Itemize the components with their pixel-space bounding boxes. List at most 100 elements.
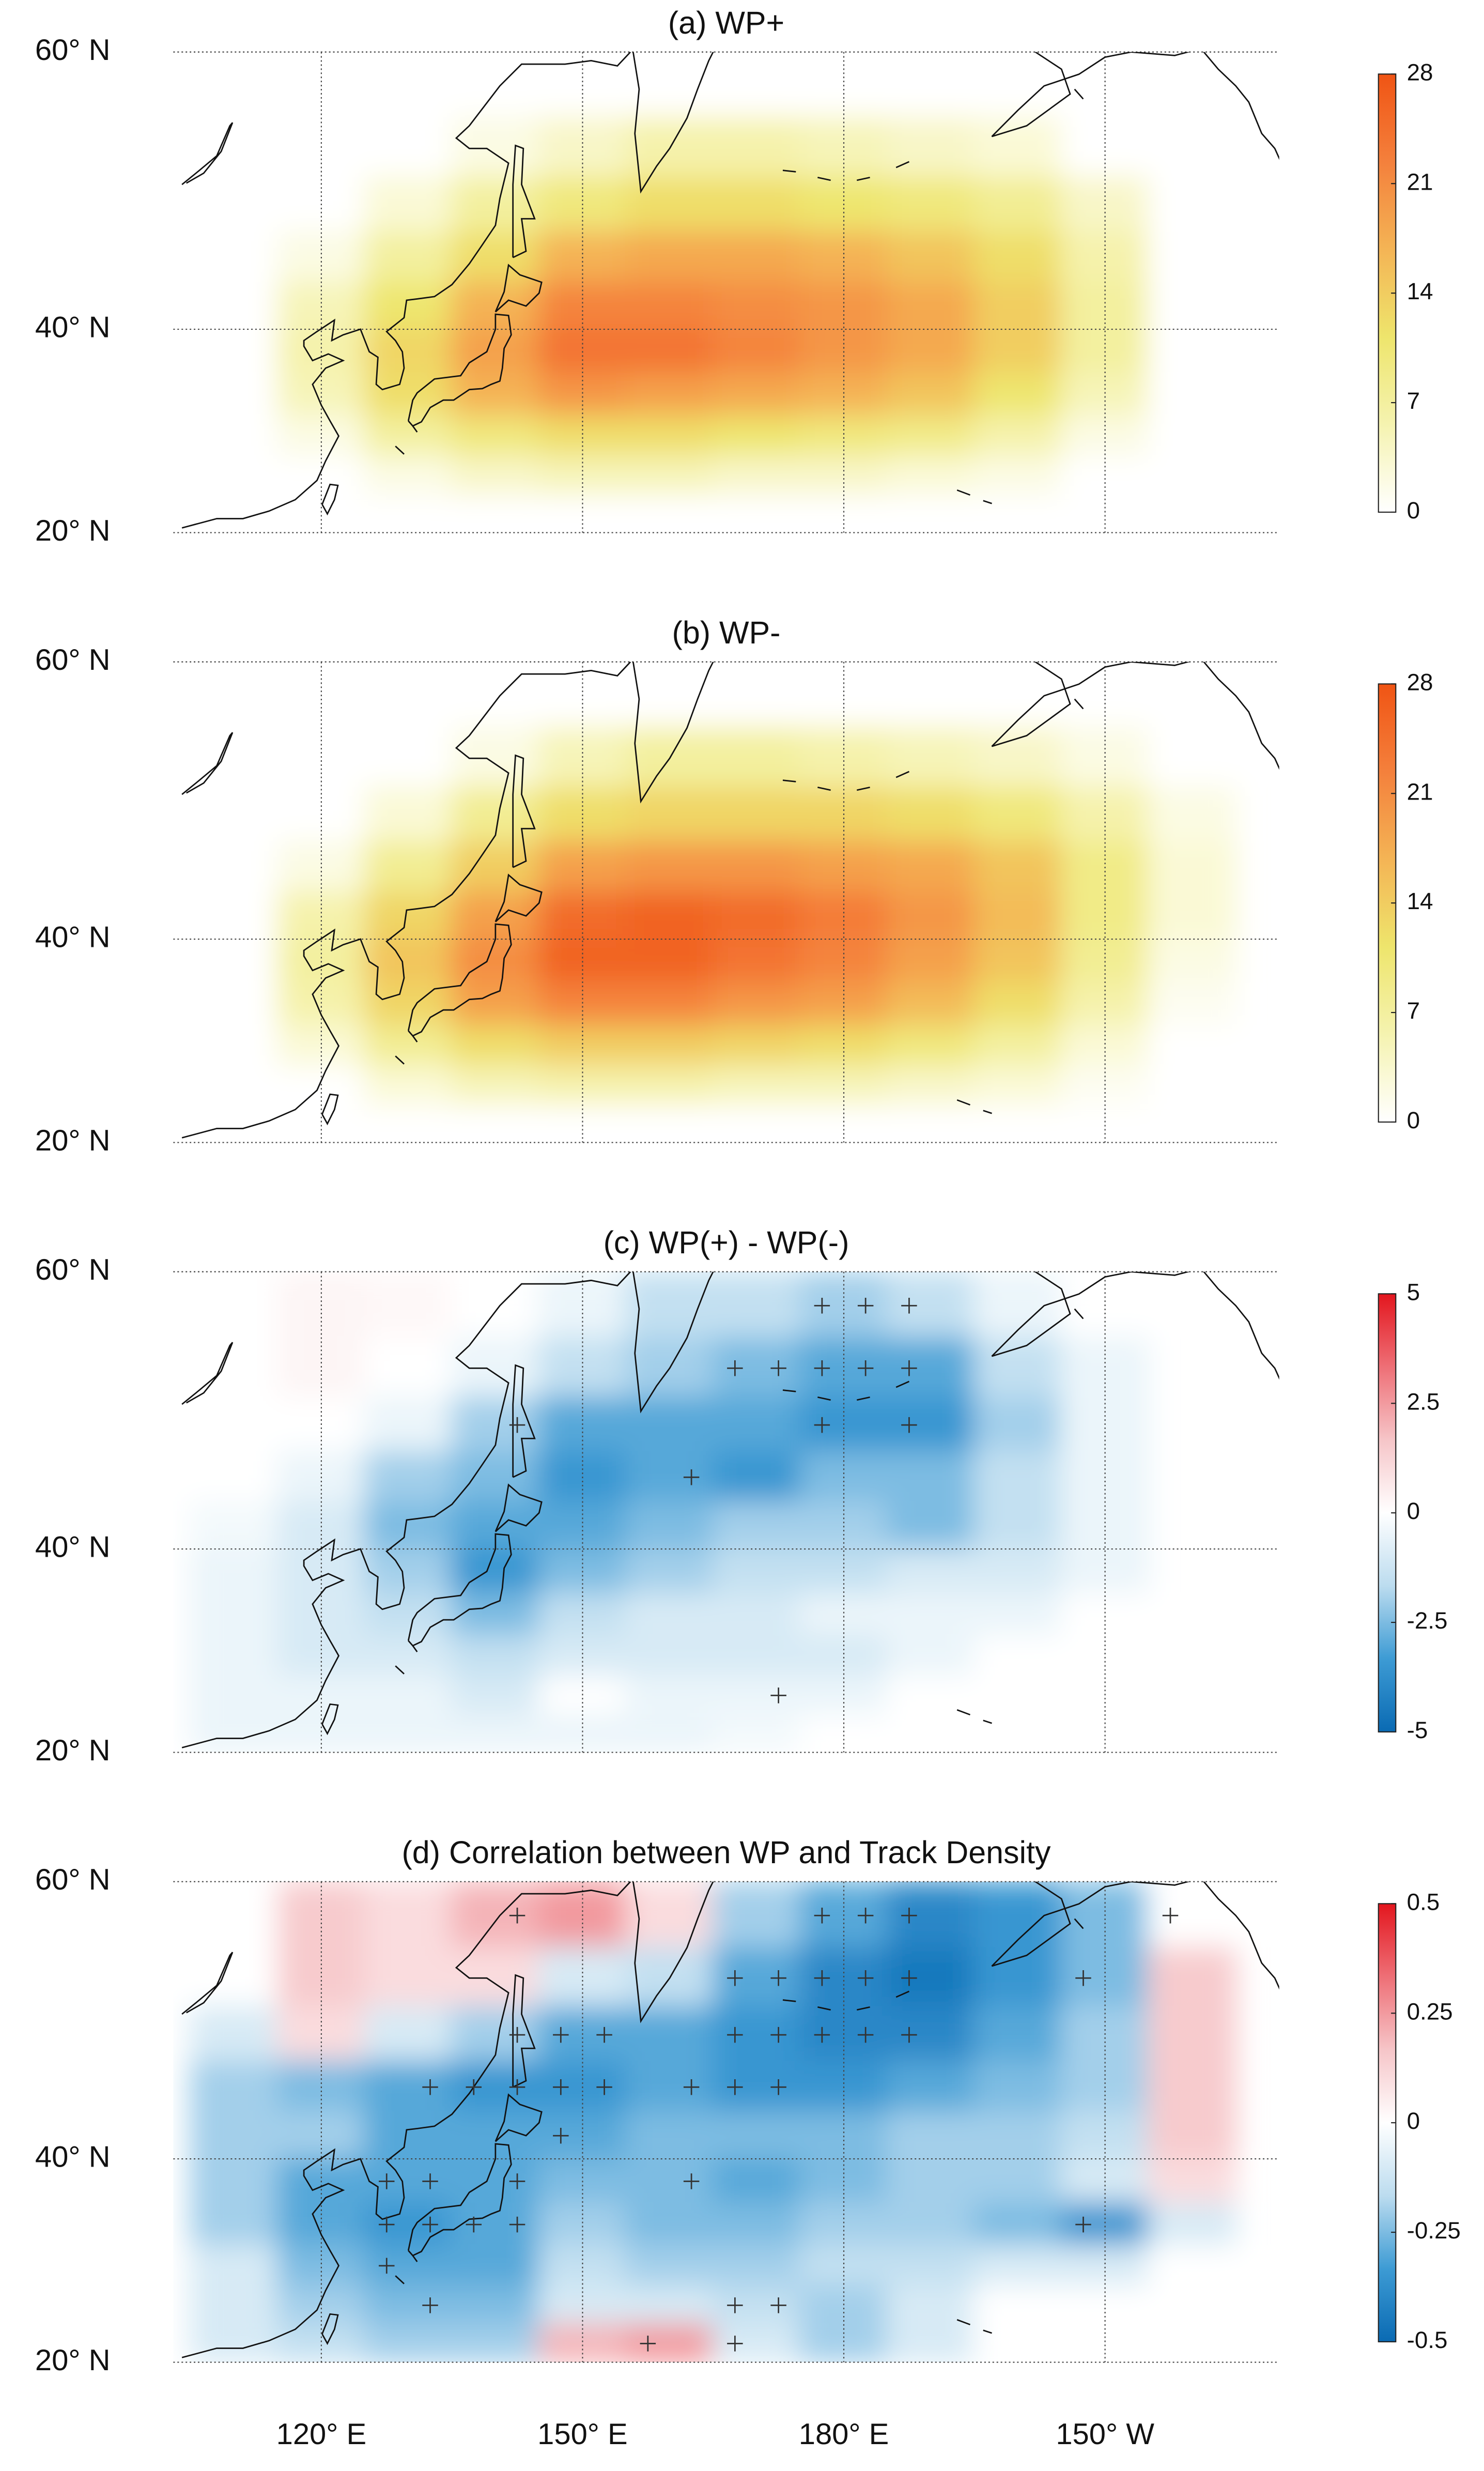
field-cell xyxy=(712,1337,801,1398)
field-cell xyxy=(886,1065,976,1106)
field-cell xyxy=(451,2061,540,2113)
field-cell xyxy=(886,1714,976,1753)
significance-marker xyxy=(509,2173,525,2189)
coastline xyxy=(983,1110,992,1114)
significance-marker xyxy=(379,2216,395,2233)
significance-marker xyxy=(770,1687,786,1703)
field-cell xyxy=(190,415,279,457)
colorbar-tick-label: 21 xyxy=(1407,168,1433,195)
coastline xyxy=(321,2313,339,2345)
field-cell xyxy=(538,281,627,330)
field-cell xyxy=(190,1634,279,1677)
field-cell xyxy=(451,1675,540,1716)
field-cell xyxy=(451,727,540,788)
field-cell xyxy=(973,1634,1062,1677)
significance-marker xyxy=(553,2079,569,2095)
colorbar-tick-label: 2.5 xyxy=(1407,1388,1440,1415)
field-cell xyxy=(1148,2324,1236,2362)
field-cell xyxy=(886,1271,976,1339)
field-cell xyxy=(973,373,1062,417)
field-cell xyxy=(625,891,714,940)
field-cell xyxy=(625,455,714,496)
field-cell xyxy=(451,494,540,533)
field-cell xyxy=(625,1065,714,1106)
field-cell xyxy=(364,1548,453,1594)
field-cell xyxy=(1148,983,1236,1026)
field-cell xyxy=(1148,662,1236,729)
field-cell xyxy=(190,2061,279,2113)
field-cell xyxy=(799,891,888,940)
significance-marker xyxy=(1075,2216,1091,2233)
field-cell xyxy=(625,1451,714,1503)
significance-marker xyxy=(857,1360,874,1376)
coastline xyxy=(956,1709,970,1716)
coastline xyxy=(412,1035,418,1042)
lat-tick-label: 20° N xyxy=(35,1124,111,1157)
field-cell xyxy=(1148,2061,1236,2113)
field-cell xyxy=(364,1881,453,1948)
field-cell xyxy=(712,1675,801,1716)
coastline xyxy=(991,52,1279,160)
field-cell xyxy=(1148,2244,1236,2286)
field-cell xyxy=(1148,1065,1236,1106)
field-cell xyxy=(712,2158,801,2204)
field-cell xyxy=(712,494,801,533)
field-cell xyxy=(364,1946,453,2008)
coastline xyxy=(494,873,543,923)
field-cell xyxy=(886,455,976,496)
field-cell xyxy=(538,1501,627,1550)
significance-marker xyxy=(727,2079,743,2095)
field-cell xyxy=(1148,176,1236,233)
field-cell xyxy=(364,662,453,729)
field-cell xyxy=(799,2111,888,2160)
significance-marker xyxy=(901,1970,917,1986)
coastline xyxy=(181,1342,234,1405)
coastline xyxy=(956,2319,970,2326)
field-cell xyxy=(190,1501,279,1550)
significance-marker xyxy=(466,2216,482,2233)
field-cell xyxy=(973,281,1062,330)
field-cell xyxy=(712,2202,801,2246)
field-cell xyxy=(973,786,1062,843)
significance-marker xyxy=(901,1908,917,1924)
field-cell xyxy=(190,2244,279,2286)
lat-tick-label: 60° N xyxy=(35,1253,111,1286)
field-cell xyxy=(625,1104,714,1143)
field-cell xyxy=(886,1634,976,1677)
field-cell xyxy=(886,1592,976,1636)
field-cell xyxy=(451,415,540,457)
field-cell xyxy=(712,2061,801,2113)
significance-marker xyxy=(1075,1970,1091,1986)
field-cell xyxy=(886,2061,976,2113)
panel-title: (c) WP(+) - WP(-) xyxy=(604,1225,849,1260)
field-cell xyxy=(190,52,279,119)
field-cell xyxy=(364,176,453,233)
significance-marker xyxy=(727,1360,743,1376)
coastline xyxy=(412,1645,418,1652)
field-cell xyxy=(538,1714,627,1753)
field-cell xyxy=(451,52,540,119)
coastline xyxy=(856,2006,870,2011)
field-cell xyxy=(364,1451,453,1503)
field-cell xyxy=(451,938,540,985)
coastline xyxy=(782,1999,796,2002)
colorbar-tick-label: 14 xyxy=(1407,278,1433,304)
coastline xyxy=(494,2093,543,2142)
field-cell xyxy=(1060,1501,1150,1550)
field-cell xyxy=(190,2284,279,2326)
coastline xyxy=(512,1364,536,1478)
colorbar-tick-label: 21 xyxy=(1407,778,1433,805)
field-cell xyxy=(973,117,1062,178)
field-cell xyxy=(625,1501,714,1550)
significance-marker xyxy=(901,1298,917,1314)
field-cell xyxy=(973,2202,1062,2246)
coastline xyxy=(407,2143,512,2257)
field-cell xyxy=(712,1271,801,1339)
field-cell xyxy=(1060,1714,1150,1753)
field-cell xyxy=(886,328,976,375)
field-cell xyxy=(886,786,976,843)
field-cell xyxy=(886,1104,976,1143)
field-cell xyxy=(364,2061,453,2113)
significance-marker xyxy=(422,2079,438,2095)
coastline xyxy=(181,52,631,529)
